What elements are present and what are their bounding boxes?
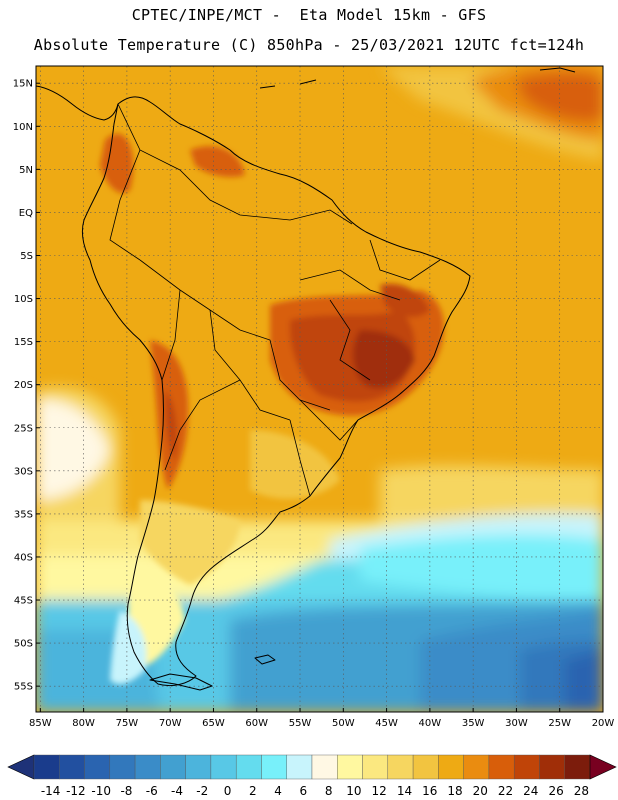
falklands-outline — [254, 654, 276, 665]
lat-tick-label: 30S — [14, 466, 33, 477]
coastline — [35, 67, 576, 691]
lon-tick-label: 60W — [245, 718, 268, 729]
colorbar-swatch — [362, 754, 389, 780]
colorbar-label: 2 — [249, 784, 257, 798]
lat-tick-label: 20S — [14, 380, 33, 391]
lat-tick-label: 45S — [14, 596, 33, 607]
graticule — [36, 66, 603, 712]
colorbar-label: 26 — [548, 784, 563, 798]
colorbar-swatch — [33, 754, 60, 780]
colorbar-label: -2 — [196, 784, 208, 798]
colorbar-swatch — [513, 754, 540, 780]
colorbar-label: 18 — [447, 784, 462, 798]
colorbar-label: -10 — [91, 784, 111, 798]
map-frame — [35, 65, 604, 713]
colorbar-label: 4 — [274, 784, 282, 798]
colorbar-label: 16 — [422, 784, 437, 798]
lat-tick-label: 40S — [14, 552, 33, 563]
lat-tick-label: 55S — [14, 682, 33, 693]
colorbar-label: -12 — [66, 784, 86, 798]
country-borders — [109, 103, 441, 497]
colorbar-swatch — [337, 754, 363, 780]
lat-tick-label: 5N — [19, 165, 33, 176]
colorbar-swatch — [412, 754, 439, 780]
longitude-axis: 85W 80W 75W 70W 65W 60W 55W 50W 45W 40W 35W 30W 25W 2… — [29, 708, 614, 729]
map-subtitle: Absolute Temperature (C) 850hPa - 25/03/… — [33, 36, 585, 54]
colorbar-label: 22 — [498, 784, 513, 798]
lon-tick-label: 30W — [505, 718, 528, 729]
colorbar-label: 6 — [300, 784, 308, 798]
caribbean-islands-outline — [259, 67, 576, 89]
lon-tick-label: 75W — [116, 718, 139, 729]
colorbar-swatch — [438, 754, 464, 780]
colorbar-label: 24 — [523, 784, 538, 798]
colorbar-label: -8 — [120, 784, 132, 798]
colorbar-swatch — [109, 754, 136, 780]
lat-tick-label: 15N — [13, 79, 33, 90]
latitude-axis: 15N 10N 5N EQ 5S 10S 15S 20S 25S 30S 35S 40S 45S 50S 5… — [13, 79, 40, 693]
colorbar-label: 8 — [325, 784, 333, 798]
lon-tick-label: 85W — [29, 718, 52, 729]
colorbar-swatch — [387, 754, 414, 780]
colorbar-label: -14 — [41, 784, 61, 798]
colorbar-label: -4 — [171, 784, 183, 798]
colorbar-label: 14 — [397, 784, 412, 798]
colorbar-label: 0 — [224, 784, 232, 798]
map-title: CPTEC/INPE/MCT - Eta Model 15km - GFS — [131, 6, 487, 24]
central-america-outline — [35, 85, 119, 121]
colorbar-label: -6 — [146, 784, 158, 798]
colorbar-swatch — [286, 754, 313, 780]
lon-tick-label: 80W — [72, 718, 95, 729]
colorbar-swatch — [311, 754, 338, 780]
lon-tick-label: 70W — [159, 718, 182, 729]
colorbar-swatch — [59, 754, 85, 780]
lat-tick-label: 35S — [14, 509, 33, 520]
lon-tick-label: 35W — [462, 718, 485, 729]
south-america-outline — [81, 96, 471, 687]
lat-tick-label: 50S — [14, 639, 33, 650]
colorbar-swatch — [261, 754, 287, 780]
colorbar-swatch — [84, 754, 111, 780]
lon-tick-label: 55W — [289, 718, 312, 729]
lon-tick-label: 25W — [548, 718, 571, 729]
lat-tick-label: 10S — [14, 294, 33, 305]
tierra-del-fuego-outline — [149, 673, 213, 691]
lat-tick-label: 10N — [13, 122, 33, 133]
colorbar-swatch — [564, 754, 591, 780]
colorbar-swatch — [210, 754, 237, 780]
colorbar-swatch — [185, 754, 212, 780]
colorbar-over-arrow — [589, 754, 617, 780]
colorbar-swatch — [235, 754, 262, 780]
colorbar: -14 -12 -10 -8 -6 -4 -2 0 2 4 6 8 10 12 14 16 18 20 22 24 26… — [7, 754, 617, 798]
lon-tick-label: 45W — [375, 718, 398, 729]
colorbar-swatch — [463, 754, 490, 780]
colorbar-label: 10 — [346, 784, 361, 798]
colorbar-label: 12 — [372, 784, 387, 798]
lon-tick-label: 65W — [202, 718, 225, 729]
colorbar-under-arrow — [7, 754, 35, 780]
colorbar-swatch — [134, 754, 161, 780]
lat-tick-label: 15S — [14, 337, 33, 348]
colorbar-label: 28 — [574, 784, 589, 798]
lat-tick-label: 25S — [14, 423, 33, 434]
lon-tick-label: 20W — [592, 718, 615, 729]
temperature-field — [36, 66, 603, 712]
lat-tick-label: 5S — [20, 251, 33, 262]
colorbar-swatch — [160, 754, 186, 780]
colorbar-swatch — [488, 754, 515, 780]
lat-tick-label: EQ — [19, 208, 33, 219]
lon-tick-label: 40W — [419, 718, 442, 729]
colorbar-swatch — [539, 754, 565, 780]
lon-tick-label: 50W — [332, 718, 355, 729]
colorbar-label: 20 — [473, 784, 488, 798]
